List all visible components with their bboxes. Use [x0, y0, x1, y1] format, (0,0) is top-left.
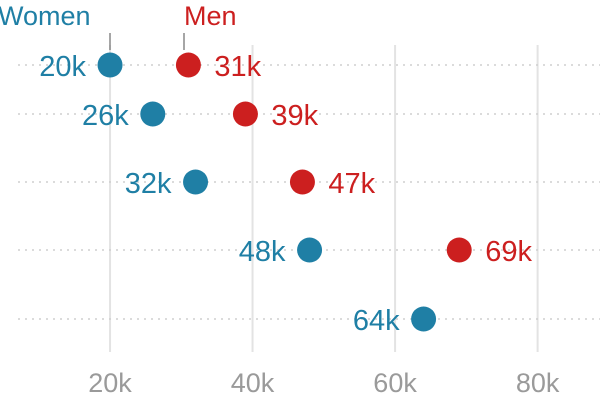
x-tick-label: 80k	[516, 368, 560, 398]
women-value-label: 64k	[353, 305, 400, 337]
women-point	[97, 52, 123, 78]
women-value-label: 48k	[239, 236, 286, 268]
men-value-label: 47k	[328, 168, 375, 200]
men-value-label: 31k	[214, 51, 261, 83]
women-point	[140, 101, 166, 127]
x-tick-label: 40k	[231, 368, 275, 398]
dumbbell-bars	[110, 57, 600, 327]
legend: Women Men	[0, 1, 237, 50]
men-value-label: 69k	[485, 236, 532, 268]
women-point	[297, 237, 323, 263]
men-point	[289, 169, 315, 195]
data-labels: 31k 20k 39k 26k 47k 32k 69k 48k 64k	[39, 51, 532, 337]
women-value-label: 32k	[125, 168, 172, 200]
women-point	[411, 306, 437, 332]
x-tick-label: 60k	[373, 368, 417, 398]
women-value-label: 20k	[39, 51, 86, 83]
x-tick-label: 20k	[88, 368, 132, 398]
women-value-label: 26k	[82, 100, 129, 132]
data-points	[97, 52, 472, 332]
men-value-label: 39k	[271, 100, 318, 132]
legend-men-label: Men	[184, 1, 237, 31]
men-point	[232, 101, 258, 127]
men-point	[446, 237, 472, 263]
x-axis: 20k 40k 60k 80k	[88, 368, 560, 398]
grid-lines	[109, 45, 539, 352]
legend-women-label: Women	[0, 1, 91, 31]
men-point	[175, 52, 201, 78]
women-point	[183, 169, 209, 195]
